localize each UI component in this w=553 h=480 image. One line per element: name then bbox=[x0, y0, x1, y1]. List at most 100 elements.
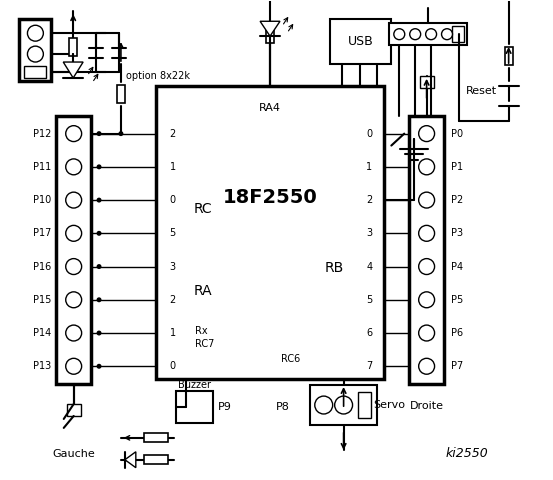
Circle shape bbox=[28, 25, 43, 41]
Bar bbox=[266, 25, 274, 43]
Text: P8: P8 bbox=[276, 402, 290, 412]
Text: 0: 0 bbox=[170, 361, 176, 371]
Circle shape bbox=[97, 264, 102, 269]
Circle shape bbox=[66, 126, 82, 142]
Text: 2: 2 bbox=[170, 295, 176, 305]
Circle shape bbox=[66, 226, 82, 241]
Circle shape bbox=[419, 159, 435, 175]
Text: 6: 6 bbox=[366, 328, 372, 338]
Circle shape bbox=[66, 259, 82, 275]
Text: Gauche: Gauche bbox=[53, 449, 95, 459]
Circle shape bbox=[66, 358, 82, 374]
Text: option 8x22k: option 8x22k bbox=[126, 71, 190, 81]
Text: 1: 1 bbox=[170, 162, 176, 172]
Text: P12: P12 bbox=[33, 129, 51, 139]
Bar bbox=[67, 404, 81, 416]
Text: P9: P9 bbox=[218, 402, 232, 412]
Text: 4: 4 bbox=[366, 262, 372, 272]
Bar bbox=[69, 37, 77, 56]
Polygon shape bbox=[63, 62, 83, 78]
Bar bbox=[156, 86, 384, 379]
Bar bbox=[117, 85, 125, 103]
Text: 2: 2 bbox=[366, 195, 372, 205]
Circle shape bbox=[419, 126, 435, 142]
Circle shape bbox=[97, 198, 102, 203]
Text: 1: 1 bbox=[170, 328, 176, 338]
Text: 1: 1 bbox=[366, 162, 372, 172]
Text: Servo: Servo bbox=[373, 400, 405, 410]
Bar bbox=[505, 47, 513, 65]
Circle shape bbox=[394, 29, 405, 40]
Circle shape bbox=[419, 325, 435, 341]
Circle shape bbox=[441, 29, 452, 40]
Bar bbox=[144, 455, 168, 464]
Text: P7: P7 bbox=[451, 361, 463, 371]
Text: Buzzer: Buzzer bbox=[178, 380, 211, 390]
Bar bbox=[56, 116, 91, 384]
Text: P1: P1 bbox=[451, 162, 463, 172]
Circle shape bbox=[66, 159, 82, 175]
Circle shape bbox=[97, 164, 102, 169]
Text: 2: 2 bbox=[170, 129, 176, 139]
Text: 7: 7 bbox=[366, 361, 372, 371]
Text: P2: P2 bbox=[451, 195, 463, 205]
Text: P14: P14 bbox=[33, 328, 51, 338]
Circle shape bbox=[97, 231, 102, 236]
Text: P5: P5 bbox=[451, 295, 463, 305]
Text: P6: P6 bbox=[451, 328, 463, 338]
Bar bbox=[389, 23, 467, 45]
Text: ki2550: ki2550 bbox=[446, 447, 489, 460]
Text: P13: P13 bbox=[33, 361, 51, 371]
Circle shape bbox=[97, 331, 102, 336]
Text: P15: P15 bbox=[33, 295, 51, 305]
Bar bbox=[144, 433, 168, 443]
Text: 5: 5 bbox=[170, 228, 176, 239]
Text: 0: 0 bbox=[366, 129, 372, 139]
Text: P17: P17 bbox=[33, 228, 51, 239]
Text: P11: P11 bbox=[33, 162, 51, 172]
Text: Reset: Reset bbox=[466, 86, 497, 96]
Circle shape bbox=[315, 396, 333, 414]
Bar bbox=[24, 66, 46, 78]
Text: 3: 3 bbox=[170, 262, 176, 272]
Text: 0: 0 bbox=[170, 195, 176, 205]
Text: P3: P3 bbox=[451, 228, 463, 239]
Circle shape bbox=[28, 46, 43, 62]
Polygon shape bbox=[125, 452, 136, 468]
Circle shape bbox=[335, 396, 353, 414]
Text: P16: P16 bbox=[33, 262, 51, 272]
Circle shape bbox=[419, 192, 435, 208]
Bar bbox=[19, 19, 51, 81]
Circle shape bbox=[419, 292, 435, 308]
Text: RA: RA bbox=[194, 284, 213, 298]
Text: 3: 3 bbox=[366, 228, 372, 239]
Bar bbox=[409, 116, 444, 384]
Text: USB: USB bbox=[348, 35, 373, 48]
Circle shape bbox=[410, 29, 421, 40]
Text: P0: P0 bbox=[451, 129, 463, 139]
Circle shape bbox=[426, 29, 436, 40]
Circle shape bbox=[97, 131, 102, 136]
Circle shape bbox=[97, 364, 102, 369]
Circle shape bbox=[66, 292, 82, 308]
Circle shape bbox=[419, 226, 435, 241]
Text: Droite: Droite bbox=[410, 401, 444, 411]
Text: RC: RC bbox=[194, 202, 213, 216]
Text: RC6: RC6 bbox=[281, 354, 301, 364]
Text: P4: P4 bbox=[451, 262, 463, 272]
Bar bbox=[310, 385, 377, 425]
Text: RA4: RA4 bbox=[259, 103, 281, 113]
Text: RB: RB bbox=[325, 261, 345, 275]
Text: RC7: RC7 bbox=[195, 339, 215, 349]
Text: 18F2550: 18F2550 bbox=[223, 188, 317, 207]
Circle shape bbox=[97, 297, 102, 302]
Bar bbox=[358, 392, 372, 418]
Circle shape bbox=[66, 325, 82, 341]
Text: P10: P10 bbox=[33, 195, 51, 205]
Circle shape bbox=[419, 259, 435, 275]
Bar bbox=[452, 26, 464, 42]
Circle shape bbox=[66, 192, 82, 208]
Polygon shape bbox=[260, 21, 280, 36]
Bar bbox=[176, 391, 213, 423]
Circle shape bbox=[118, 131, 123, 136]
